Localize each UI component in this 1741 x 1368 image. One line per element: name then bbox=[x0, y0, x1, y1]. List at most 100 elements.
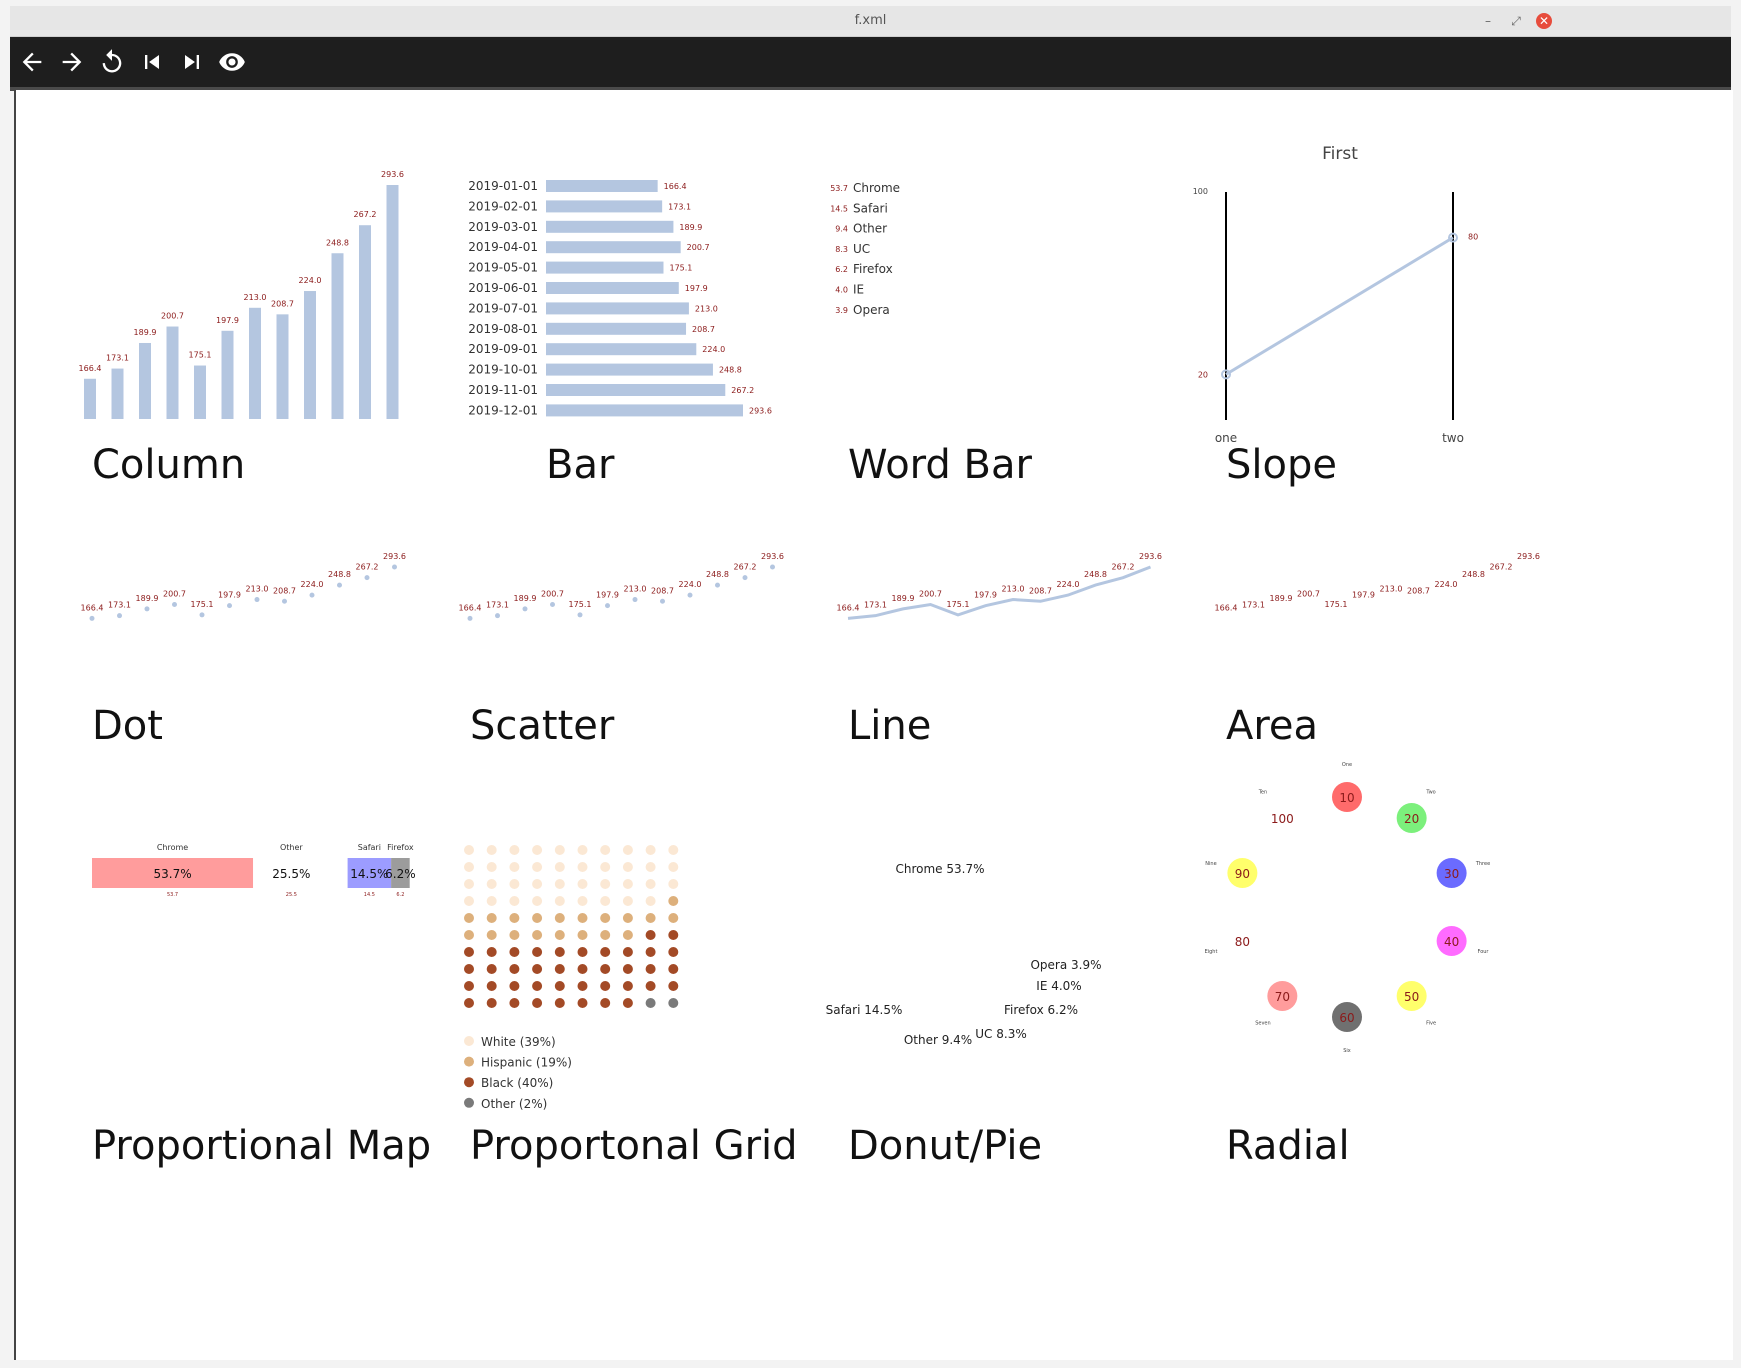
column-value-label: 175.1 bbox=[189, 351, 212, 360]
dot-point bbox=[199, 612, 205, 618]
bar-value-label: 208.7 bbox=[692, 325, 715, 334]
wordbar-category-label: Safari bbox=[853, 201, 888, 215]
restore-icon[interactable]: ⤢ bbox=[1511, 14, 1521, 28]
bar-bar bbox=[546, 322, 687, 335]
column-value-label: 189.9 bbox=[134, 328, 157, 337]
radial-bubble bbox=[1396, 803, 1427, 834]
radial-value-label: 20 bbox=[1404, 812, 1419, 826]
propgrid-legend-label: Black (40%) bbox=[481, 1076, 553, 1090]
radial-bubble bbox=[1227, 858, 1258, 889]
scatter-title: Scatter bbox=[470, 703, 615, 749]
radial-category-label: Nine bbox=[1205, 861, 1216, 867]
propgrid-cell bbox=[622, 896, 633, 906]
scatter-value-label: 200.7 bbox=[541, 590, 564, 599]
scatter-value-label: 175.1 bbox=[569, 600, 592, 609]
column-value-label: 208.7 bbox=[271, 299, 294, 308]
bar-bar bbox=[546, 404, 743, 417]
wordbar-category-label: Other bbox=[853, 222, 887, 236]
radial-bubble bbox=[1267, 980, 1298, 1011]
propgrid-cell bbox=[486, 896, 497, 906]
dot-value-label: 166.4 bbox=[81, 603, 104, 612]
column-value-label: 173.1 bbox=[106, 354, 129, 363]
radial-category-label: Six bbox=[1343, 1048, 1351, 1054]
propgrid-cell bbox=[622, 998, 633, 1008]
toolbar bbox=[10, 37, 1731, 91]
close-icon[interactable]: ✕ bbox=[1536, 13, 1552, 29]
donut-title: Donut/Pie bbox=[848, 1123, 1043, 1169]
scatter-value-label: 248.8 bbox=[706, 570, 729, 579]
propmap-percent-label: 6.2% bbox=[385, 867, 416, 881]
wordbar-value-label: 6.2 bbox=[835, 265, 848, 274]
donut-slice-label: UC 8.3% bbox=[975, 1027, 1026, 1041]
propmap-percent-label: 25.5% bbox=[272, 867, 310, 881]
line-value-label: 189.9 bbox=[892, 594, 915, 603]
line-value-label: 200.7 bbox=[919, 590, 942, 599]
line-value-label: 213.0 bbox=[1002, 585, 1025, 594]
back-icon[interactable] bbox=[18, 48, 46, 76]
area-value-label: 200.7 bbox=[1297, 590, 1320, 599]
area-value-label: 213.0 bbox=[1380, 585, 1403, 594]
dot-value-label: 175.1 bbox=[191, 600, 214, 609]
radial-bubble bbox=[1332, 1002, 1362, 1032]
bar-category-label: 2019-09-01 bbox=[468, 342, 538, 356]
scatter-value-label: 173.1 bbox=[486, 601, 509, 610]
line-value-label: 208.7 bbox=[1029, 586, 1052, 595]
radial-category-label: Five bbox=[1426, 1021, 1436, 1027]
radial-category-label: Three bbox=[1475, 861, 1490, 867]
dot-point bbox=[309, 592, 315, 598]
propgrid-cell bbox=[486, 947, 497, 957]
column-bar bbox=[331, 253, 344, 419]
radial-category-label: Four bbox=[1478, 949, 1490, 955]
dot-point bbox=[89, 615, 95, 621]
radial-value-label: 30 bbox=[1444, 867, 1459, 881]
area-value-label: 166.4 bbox=[1215, 603, 1238, 612]
propgrid-legend-swatch bbox=[464, 1097, 474, 1108]
scatter-point bbox=[715, 582, 720, 588]
scatter-point bbox=[495, 613, 500, 619]
propgrid-cell bbox=[577, 981, 588, 991]
dot-value-label: 208.7 bbox=[273, 586, 296, 595]
minimize-icon[interactable]: – bbox=[1485, 14, 1491, 28]
forward-icon[interactable] bbox=[58, 48, 86, 76]
propgrid-cell bbox=[668, 947, 679, 957]
propmap-title: Proportional Map bbox=[92, 1123, 432, 1169]
column-bar bbox=[194, 365, 206, 419]
wordbar-value-label: 53.7 bbox=[830, 184, 848, 193]
scatter-point bbox=[467, 615, 473, 621]
bar-value-label: 267.2 bbox=[731, 386, 754, 395]
propgrid-cell bbox=[554, 913, 565, 923]
propgrid-cell bbox=[600, 913, 611, 923]
propmap-value-label: 6.2 bbox=[396, 892, 404, 898]
scatter-value-label: 166.4 bbox=[459, 603, 482, 612]
radial-category-label: Two bbox=[1425, 789, 1435, 795]
propgrid-cell bbox=[554, 998, 565, 1008]
bar-category-label: 2019-10-01 bbox=[468, 363, 538, 377]
area-value-label: 189.9 bbox=[1270, 594, 1293, 603]
slope-line bbox=[1225, 236, 1454, 376]
skip-previous-icon[interactable] bbox=[138, 48, 166, 76]
column-bar bbox=[276, 314, 289, 419]
eye-icon[interactable] bbox=[218, 48, 246, 76]
bar-bar bbox=[546, 343, 697, 356]
propgrid-cell bbox=[577, 998, 588, 1008]
propgrid-cell bbox=[464, 913, 474, 923]
propgrid-cell bbox=[532, 998, 543, 1008]
column-bar bbox=[84, 378, 96, 419]
slope-category-label: one bbox=[1215, 431, 1237, 445]
scatter-point bbox=[687, 592, 693, 598]
bar-category-label: 2019-04-01 bbox=[468, 240, 538, 254]
reload-icon[interactable] bbox=[98, 48, 126, 76]
propgrid-cell bbox=[532, 879, 543, 889]
area-value-label: 197.9 bbox=[1352, 591, 1375, 600]
propgrid-cell bbox=[645, 964, 656, 974]
propmap-block bbox=[92, 858, 254, 888]
dot-point bbox=[392, 564, 397, 570]
propmap-category-label: Safari bbox=[358, 843, 381, 852]
bar-value-label: 173.1 bbox=[668, 202, 691, 211]
column-bar bbox=[304, 291, 316, 419]
bar-category-label: 2019-06-01 bbox=[468, 281, 538, 295]
propmap-block bbox=[253, 858, 330, 888]
area-value-label: 208.7 bbox=[1407, 586, 1430, 595]
skip-next-icon[interactable] bbox=[178, 48, 206, 76]
scatter-point bbox=[605, 603, 610, 609]
